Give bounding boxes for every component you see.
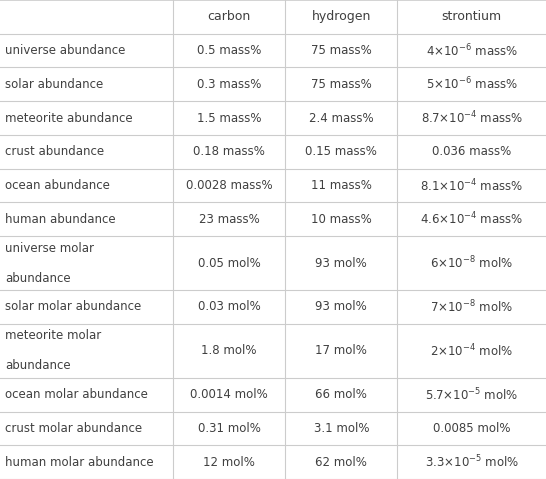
Text: universe abundance: universe abundance	[5, 44, 125, 57]
Text: 0.18 mass%: 0.18 mass%	[193, 145, 265, 158]
Text: 11 mass%: 11 mass%	[311, 179, 372, 192]
Text: crust molar abundance: crust molar abundance	[5, 422, 142, 435]
Text: 0.03 mol%: 0.03 mol%	[198, 300, 260, 313]
Text: 4×10$^{-6}$ mass%: 4×10$^{-6}$ mass%	[426, 42, 518, 59]
Text: 10 mass%: 10 mass%	[311, 213, 372, 226]
Text: 3.1 mol%: 3.1 mol%	[313, 422, 369, 435]
Text: 0.0014 mol%: 0.0014 mol%	[190, 388, 268, 401]
Text: 17 mol%: 17 mol%	[315, 344, 367, 357]
Text: ocean abundance: ocean abundance	[5, 179, 110, 192]
Text: hydrogen: hydrogen	[312, 11, 371, 23]
Text: crust abundance: crust abundance	[5, 145, 104, 158]
Text: 75 mass%: 75 mass%	[311, 78, 372, 91]
Text: 2×10$^{-4}$ mol%: 2×10$^{-4}$ mol%	[430, 342, 513, 359]
Text: 7×10$^{-8}$ mol%: 7×10$^{-8}$ mol%	[430, 299, 513, 315]
Text: 1.8 mol%: 1.8 mol%	[201, 344, 257, 357]
Text: 3.3×10$^{-5}$ mol%: 3.3×10$^{-5}$ mol%	[425, 454, 519, 470]
Text: carbon: carbon	[207, 11, 251, 23]
Text: 0.5 mass%: 0.5 mass%	[197, 44, 261, 57]
Text: 66 mol%: 66 mol%	[315, 388, 367, 401]
Text: 0.0085 mol%: 0.0085 mol%	[433, 422, 511, 435]
Text: 2.4 mass%: 2.4 mass%	[309, 112, 373, 125]
Text: 12 mol%: 12 mol%	[203, 456, 255, 468]
Text: 4.6×10$^{-4}$ mass%: 4.6×10$^{-4}$ mass%	[420, 211, 523, 228]
Text: abundance: abundance	[5, 272, 70, 285]
Text: meteorite molar: meteorite molar	[5, 329, 101, 342]
Text: 23 mass%: 23 mass%	[199, 213, 259, 226]
Text: 1.5 mass%: 1.5 mass%	[197, 112, 262, 125]
Text: 8.1×10$^{-4}$ mass%: 8.1×10$^{-4}$ mass%	[420, 177, 523, 194]
Text: meteorite abundance: meteorite abundance	[5, 112, 133, 125]
Text: 93 mol%: 93 mol%	[316, 300, 367, 313]
Text: solar abundance: solar abundance	[5, 78, 103, 91]
Text: 0.31 mol%: 0.31 mol%	[198, 422, 260, 435]
Text: 0.3 mass%: 0.3 mass%	[197, 78, 261, 91]
Text: 62 mol%: 62 mol%	[315, 456, 367, 468]
Text: abundance: abundance	[5, 359, 70, 373]
Text: solar molar abundance: solar molar abundance	[5, 300, 141, 313]
Text: 0.15 mass%: 0.15 mass%	[305, 145, 377, 158]
Text: human abundance: human abundance	[5, 213, 115, 226]
Text: strontium: strontium	[442, 11, 502, 23]
Text: 8.7×10$^{-4}$ mass%: 8.7×10$^{-4}$ mass%	[420, 110, 523, 126]
Text: 5.7×10$^{-5}$ mol%: 5.7×10$^{-5}$ mol%	[425, 387, 518, 403]
Text: 5×10$^{-6}$ mass%: 5×10$^{-6}$ mass%	[426, 76, 518, 92]
Text: 0.036 mass%: 0.036 mass%	[432, 145, 511, 158]
Text: 0.0028 mass%: 0.0028 mass%	[186, 179, 272, 192]
Text: 93 mol%: 93 mol%	[316, 257, 367, 270]
Text: ocean molar abundance: ocean molar abundance	[5, 388, 148, 401]
Text: 75 mass%: 75 mass%	[311, 44, 372, 57]
Text: human molar abundance: human molar abundance	[5, 456, 153, 468]
Text: 0.05 mol%: 0.05 mol%	[198, 257, 260, 270]
Text: 6×10$^{-8}$ mol%: 6×10$^{-8}$ mol%	[430, 255, 513, 272]
Text: universe molar: universe molar	[5, 241, 94, 254]
